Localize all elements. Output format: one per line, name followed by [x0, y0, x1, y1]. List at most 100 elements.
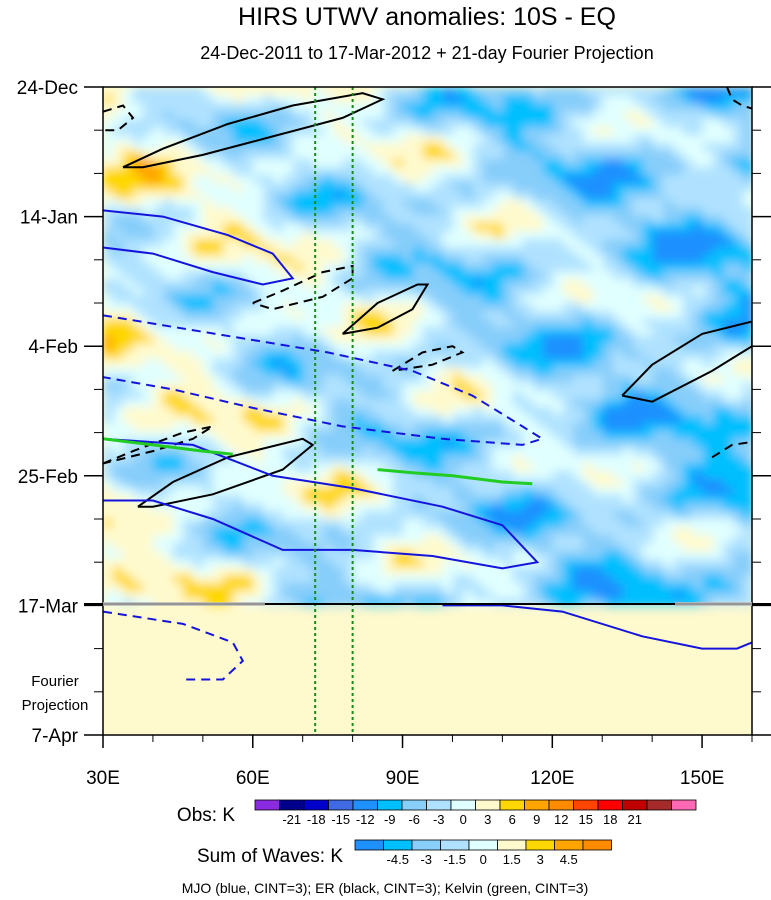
field-cell	[243, 303, 254, 312]
field-cell	[583, 447, 594, 456]
field-cell	[133, 367, 144, 376]
field-cell	[423, 487, 434, 496]
field-cell	[133, 239, 144, 248]
field-cell	[373, 535, 384, 544]
field-cell	[113, 511, 124, 520]
field-cell	[183, 111, 194, 120]
field-cell	[173, 119, 184, 128]
field-cell	[533, 567, 544, 576]
field-cell	[373, 295, 384, 304]
field-cell	[373, 463, 384, 472]
field-cell	[173, 567, 184, 576]
field-cell	[163, 135, 174, 144]
field-cell	[263, 551, 274, 560]
field-cell	[203, 487, 214, 496]
field-cell	[683, 231, 694, 240]
field-cell	[393, 319, 404, 328]
field-cell	[133, 335, 144, 344]
field-cell	[683, 271, 694, 280]
field-cell	[273, 471, 284, 480]
field-cell	[573, 495, 584, 504]
field-cell	[123, 319, 134, 328]
field-cell	[163, 263, 174, 272]
field-cell	[533, 559, 544, 568]
field-cell	[363, 263, 374, 272]
field-cell	[343, 199, 354, 208]
field-cell	[113, 127, 124, 136]
field-cell	[373, 495, 384, 504]
field-cell	[293, 447, 304, 456]
field-cell	[273, 135, 284, 144]
field-cell	[613, 135, 624, 144]
field-cell	[613, 439, 624, 448]
field-cell	[583, 543, 594, 552]
field-cell	[183, 367, 194, 376]
field-cell	[463, 151, 474, 160]
field-cell	[223, 335, 234, 344]
field-cell	[683, 279, 694, 288]
field-cell	[703, 103, 714, 112]
field-cell	[453, 503, 464, 512]
field-cell	[373, 527, 384, 536]
field-cell	[443, 135, 454, 144]
field-cell	[113, 271, 124, 280]
field-cell	[253, 239, 264, 248]
field-cell	[343, 135, 354, 144]
field-cell	[173, 199, 184, 208]
field-cell	[253, 559, 264, 568]
field-cell	[163, 335, 174, 344]
field-cell	[613, 375, 624, 384]
field-cell	[573, 463, 584, 472]
field-cell	[223, 543, 234, 552]
field-cell	[543, 151, 554, 160]
field-cell	[543, 359, 554, 368]
field-cell	[533, 263, 544, 272]
field-cell	[373, 471, 384, 480]
field-cell	[413, 127, 424, 136]
field-cell	[323, 311, 334, 320]
field-cell	[343, 287, 354, 296]
field-cell	[363, 295, 374, 304]
field-cell	[323, 431, 334, 440]
mjo-contour-2	[103, 437, 540, 570]
field-cell	[743, 407, 752, 416]
field-cell	[223, 559, 234, 568]
field-cell	[493, 391, 504, 400]
field-cell	[103, 175, 114, 184]
footer-caption: MJO (blue, CINT=3); ER (black, CINT=3); …	[182, 880, 589, 896]
field-cell	[743, 231, 752, 240]
field-cell	[473, 191, 484, 200]
field-cell	[743, 255, 752, 264]
field-cell	[633, 367, 644, 376]
field-cell	[503, 423, 514, 432]
field-cell	[293, 583, 304, 592]
field-cell	[113, 479, 124, 488]
kelvin-1	[103, 437, 233, 456]
field-cell	[533, 159, 544, 168]
field-cell	[123, 359, 134, 368]
field-cell	[643, 319, 654, 328]
field-cell	[723, 511, 734, 520]
field-cell	[663, 167, 674, 176]
field-cell	[383, 367, 394, 376]
field-cell	[563, 399, 574, 408]
field-cell	[223, 247, 234, 256]
field-cell	[513, 367, 524, 376]
field-cell	[343, 415, 354, 424]
field-cell	[123, 199, 134, 208]
field-cell	[513, 487, 524, 496]
field-cell	[593, 583, 604, 592]
field-cell	[323, 567, 334, 576]
field-cell	[383, 551, 394, 560]
field-cell	[173, 159, 184, 168]
field-cell	[433, 207, 444, 216]
field-cell	[663, 335, 674, 344]
field-cell	[443, 567, 454, 576]
field-cell	[343, 431, 354, 440]
field-cell	[573, 511, 584, 520]
field-cell	[483, 551, 494, 560]
field-cell	[313, 463, 324, 472]
field-cell	[703, 343, 714, 352]
field-cell	[583, 119, 594, 128]
field-cell	[543, 319, 554, 328]
